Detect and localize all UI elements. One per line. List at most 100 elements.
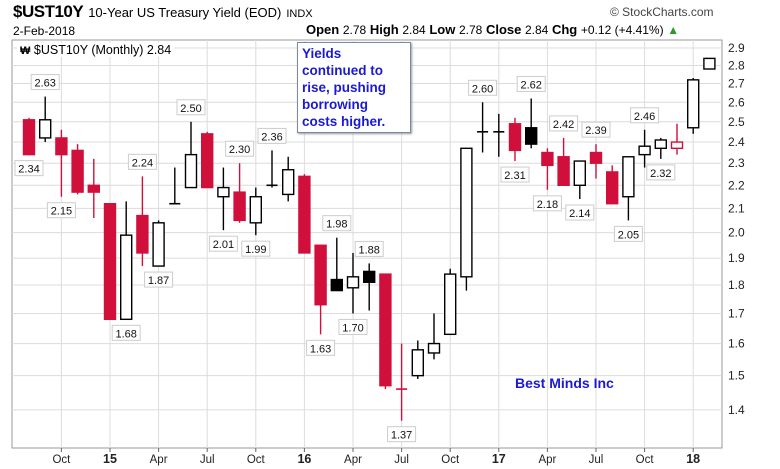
value-label-box bbox=[46, 202, 76, 219]
x-tick-label: Jul bbox=[589, 454, 604, 466]
y-tick-label: 1.4 bbox=[728, 403, 745, 417]
y-tick-label: 2.0 bbox=[728, 226, 745, 240]
value-label-box bbox=[127, 153, 157, 170]
value-label: 2.01 bbox=[213, 239, 234, 251]
candle-body bbox=[427, 342, 441, 354]
value-label-box bbox=[581, 121, 611, 138]
x-tick-label: Apr bbox=[538, 454, 556, 466]
chg-label: Chg bbox=[551, 22, 578, 37]
value-label-box bbox=[646, 164, 676, 181]
title-row: $UST10Y 10-Year US Treasury Yield (EOD) … bbox=[13, 2, 313, 22]
value-label-box bbox=[257, 127, 287, 144]
value-label: 1.37 bbox=[391, 430, 412, 442]
candle-body bbox=[654, 139, 667, 150]
candle-body bbox=[119, 234, 133, 321]
candle-body bbox=[103, 203, 117, 321]
value-label-box bbox=[468, 79, 498, 96]
value-label-box bbox=[14, 160, 44, 177]
value-label: 2.31 bbox=[504, 170, 525, 182]
value-label-box bbox=[387, 426, 417, 443]
value-label: 2.46 bbox=[634, 111, 655, 123]
brand-text: Best Minds Inc bbox=[515, 375, 614, 391]
candle-body bbox=[249, 196, 263, 224]
value-label-box bbox=[354, 240, 384, 257]
value-label: 1.87 bbox=[148, 275, 169, 287]
candle-body bbox=[589, 151, 603, 164]
x-tick-label: 15 bbox=[103, 452, 117, 466]
x-tick-label: Apr bbox=[344, 454, 362, 466]
x-tick-label: 18 bbox=[686, 452, 700, 466]
y-tick-label: 1.5 bbox=[728, 369, 745, 383]
value-label-box bbox=[516, 75, 546, 92]
value-label: 1.99 bbox=[245, 244, 266, 256]
x-tick-label: 17 bbox=[492, 452, 506, 466]
high-label: High bbox=[369, 22, 399, 37]
y-tick-label: 2.5 bbox=[728, 115, 745, 129]
candle-body bbox=[687, 79, 700, 129]
open-label: Open bbox=[306, 22, 340, 37]
value-label: 2.24 bbox=[132, 157, 153, 169]
value-label-box bbox=[208, 235, 238, 252]
value-label: 2.32 bbox=[650, 168, 671, 180]
ohlc-summary: Open 2.78 High 2.84 Low 2.78 Close 2.84 … bbox=[306, 22, 679, 37]
candle-body bbox=[314, 244, 327, 306]
candle-body bbox=[670, 141, 684, 150]
open-value: 2.78 bbox=[342, 23, 367, 37]
value-label: 2.63 bbox=[34, 78, 55, 90]
candle-body bbox=[622, 156, 635, 198]
candle-body bbox=[508, 123, 522, 152]
callout-annotation: Yields continued to rise, pushing borrow… bbox=[297, 42, 411, 133]
candle-body bbox=[217, 186, 230, 198]
value-label-box bbox=[549, 115, 579, 132]
candle-body bbox=[363, 270, 376, 283]
candle-body bbox=[71, 149, 84, 193]
low-label: Low bbox=[429, 22, 456, 37]
y-tick-label: 2.4 bbox=[728, 135, 745, 149]
chg-value: +0.12 (+4.41%) bbox=[580, 23, 664, 37]
value-label: 2.60 bbox=[472, 83, 493, 95]
value-label-box bbox=[144, 271, 174, 288]
candle-body bbox=[525, 127, 538, 145]
candle-body bbox=[346, 276, 360, 289]
value-label-box bbox=[111, 324, 141, 341]
value-label: 2.42 bbox=[553, 119, 574, 131]
candle-body bbox=[557, 156, 570, 186]
candle-body bbox=[39, 119, 52, 139]
y-tick-label: 2.7 bbox=[728, 77, 745, 91]
candle-body bbox=[55, 137, 68, 156]
value-label: 2.62 bbox=[520, 79, 541, 91]
candle-body bbox=[136, 214, 149, 254]
value-label: 2.05 bbox=[618, 229, 639, 241]
y-tick-label: 1.9 bbox=[728, 251, 745, 265]
high-value: 2.84 bbox=[402, 23, 426, 37]
y-tick-label: 1.6 bbox=[728, 337, 745, 351]
value-label-box bbox=[241, 240, 271, 257]
date: 2-Feb-2018 bbox=[13, 24, 76, 38]
value-label-box bbox=[306, 339, 336, 356]
y-tick-label: 2.3 bbox=[728, 156, 745, 170]
candle-body bbox=[200, 133, 214, 189]
exchange: INDX bbox=[286, 8, 313, 20]
value-label: 1.88 bbox=[358, 244, 379, 256]
value-label-box bbox=[176, 99, 206, 116]
x-tick-label: Apr bbox=[150, 454, 168, 466]
value-label: 2.34 bbox=[18, 164, 39, 176]
value-label: 2.15 bbox=[51, 206, 72, 218]
y-tick-label: 1.7 bbox=[728, 306, 745, 320]
candle-body bbox=[282, 169, 295, 196]
y-tick-label: 2.8 bbox=[728, 58, 745, 72]
value-label: 2.30 bbox=[229, 144, 250, 156]
symbol: $UST10Y bbox=[13, 2, 84, 21]
value-label: 1.98 bbox=[326, 219, 347, 231]
value-label-box bbox=[630, 107, 660, 124]
candle-body bbox=[379, 273, 392, 387]
candle-body bbox=[233, 191, 246, 222]
y-tick-label: 2.6 bbox=[728, 95, 745, 109]
candle-body bbox=[411, 349, 424, 377]
candle-body bbox=[298, 175, 311, 254]
close-value: 2.84 bbox=[524, 23, 549, 37]
up-triangle-icon: ▲ bbox=[667, 23, 680, 37]
candle-body bbox=[638, 145, 651, 156]
value-label: 2.14 bbox=[569, 208, 590, 220]
value-label-box bbox=[613, 225, 643, 242]
